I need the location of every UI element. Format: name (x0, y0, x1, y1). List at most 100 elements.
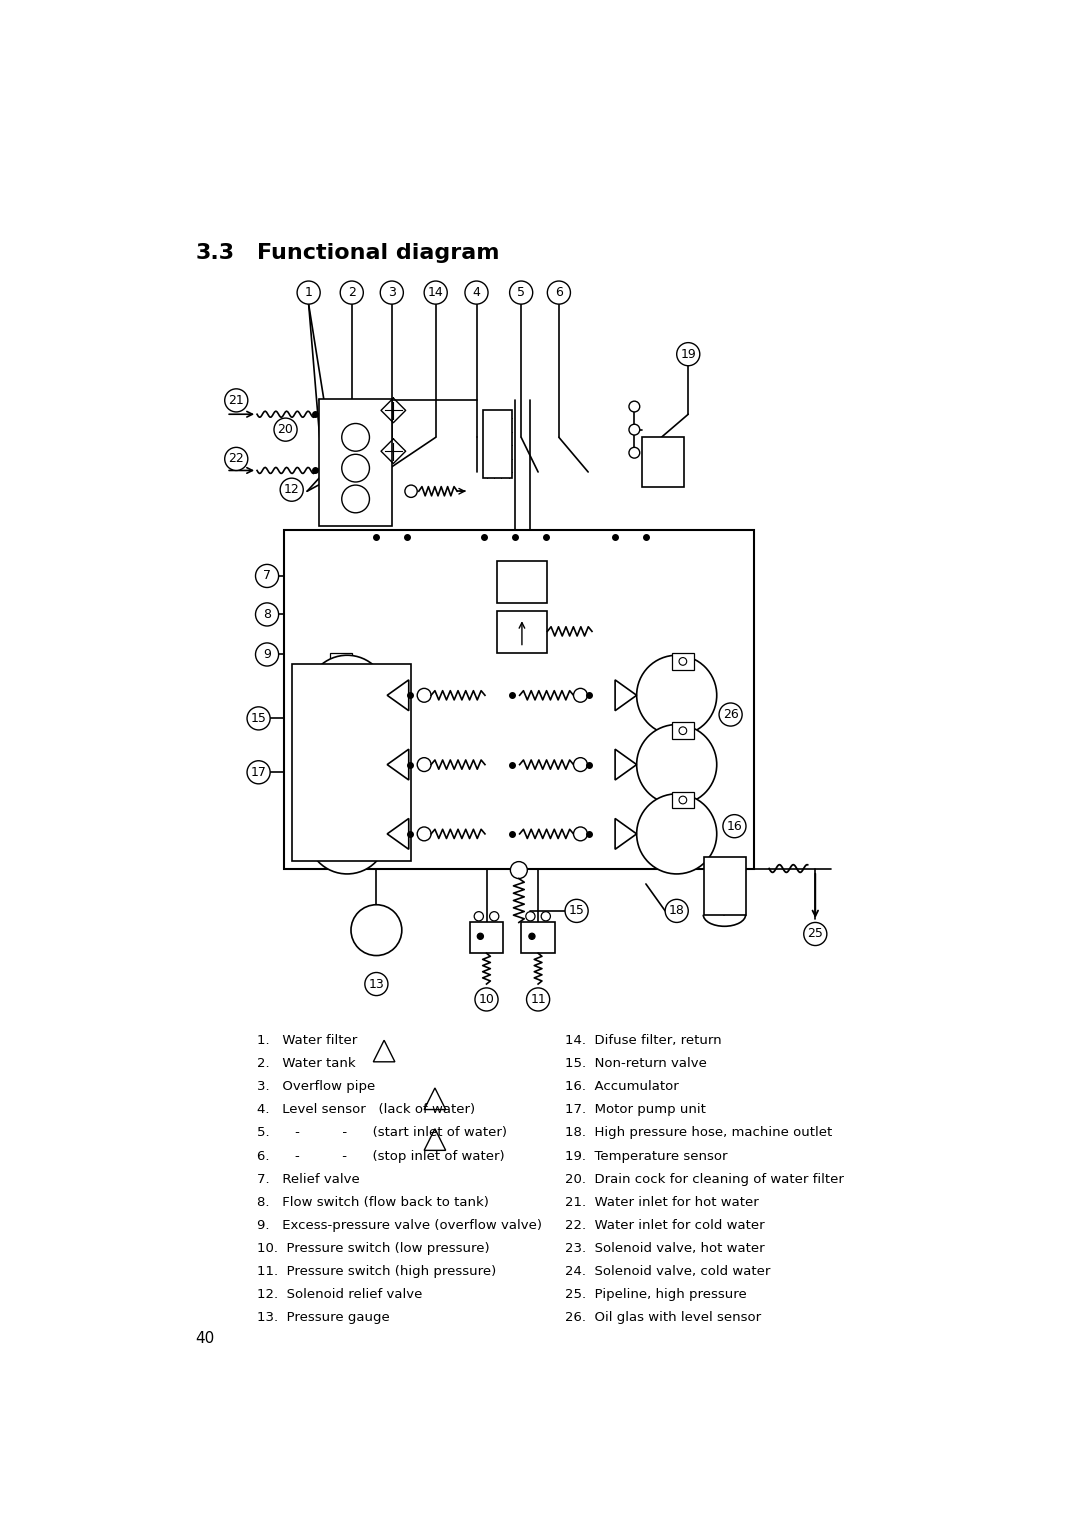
Text: 23.  Solenoid valve, hot water: 23. Solenoid valve, hot water (565, 1241, 765, 1255)
Circle shape (307, 655, 388, 736)
Circle shape (417, 689, 431, 702)
Circle shape (679, 796, 687, 803)
Bar (319, 399, 392, 525)
Bar (672, 654, 693, 670)
Text: 15: 15 (251, 712, 267, 725)
Circle shape (511, 861, 527, 878)
Text: 15.  Non-return valve: 15. Non-return valve (565, 1057, 707, 1070)
Circle shape (665, 899, 688, 922)
Circle shape (297, 281, 320, 304)
Bar (497, 560, 548, 603)
Circle shape (723, 814, 746, 838)
Bar (330, 791, 352, 808)
Circle shape (541, 912, 551, 921)
Text: 2.   Water tank: 2. Water tank (257, 1057, 355, 1070)
Circle shape (365, 973, 388, 996)
Circle shape (417, 828, 431, 841)
Circle shape (573, 757, 588, 771)
Text: 17.  Motor pump unit: 17. Motor pump unit (565, 1104, 706, 1116)
Bar (642, 437, 685, 487)
Circle shape (337, 658, 345, 666)
Text: 22: 22 (228, 452, 244, 466)
Text: 13.  Pressure gauge: 13. Pressure gauge (257, 1312, 390, 1324)
Text: 40: 40 (195, 1330, 215, 1345)
Text: 3.   Overflow pipe: 3. Overflow pipe (257, 1080, 376, 1093)
Text: 10: 10 (478, 993, 495, 1006)
Text: 17: 17 (251, 765, 267, 779)
Circle shape (274, 418, 297, 441)
Bar (284, 530, 754, 869)
Circle shape (474, 912, 484, 921)
Bar (704, 857, 746, 915)
Text: 14: 14 (428, 286, 444, 299)
Circle shape (565, 899, 589, 922)
Text: 8: 8 (264, 608, 271, 621)
Text: 3.3: 3.3 (195, 243, 234, 263)
Text: 2: 2 (348, 286, 355, 299)
Circle shape (475, 988, 498, 1011)
Circle shape (477, 933, 484, 939)
Text: 7: 7 (264, 570, 271, 582)
Text: 9: 9 (264, 647, 271, 661)
Circle shape (637, 655, 717, 736)
Circle shape (341, 486, 369, 513)
Circle shape (629, 447, 639, 458)
Circle shape (629, 402, 639, 412)
Circle shape (341, 454, 369, 483)
Text: 1: 1 (305, 286, 312, 299)
Circle shape (256, 565, 279, 588)
Circle shape (225, 447, 247, 470)
Text: 6: 6 (555, 286, 563, 299)
Circle shape (527, 988, 550, 1011)
Bar (522, 922, 555, 953)
Bar (330, 722, 352, 739)
Circle shape (225, 389, 247, 412)
Text: 11.  Pressure switch (high pressure): 11. Pressure switch (high pressure) (257, 1264, 497, 1278)
Circle shape (804, 922, 827, 945)
Bar (497, 611, 548, 654)
Circle shape (341, 423, 369, 450)
Text: 24.  Solenoid valve, cold water: 24. Solenoid valve, cold water (565, 1264, 770, 1278)
Text: 18.  High pressure hose, machine outlet: 18. High pressure hose, machine outlet (565, 1127, 833, 1139)
Circle shape (465, 281, 488, 304)
Circle shape (526, 912, 535, 921)
Circle shape (548, 281, 570, 304)
Circle shape (510, 281, 532, 304)
Text: 13: 13 (368, 977, 384, 991)
Text: 22.  Water inlet for cold water: 22. Water inlet for cold water (565, 1219, 765, 1232)
Text: 5.      -          -      (start inlet of water): 5. - - (start inlet of water) (257, 1127, 507, 1139)
Circle shape (637, 794, 717, 873)
Text: 11: 11 (530, 993, 546, 1006)
Text: 1.   Water filter: 1. Water filter (257, 1034, 357, 1048)
Text: 21: 21 (228, 394, 244, 406)
Bar (292, 664, 411, 861)
Circle shape (529, 933, 535, 939)
Text: 20.  Drain cock for cleaning of water filter: 20. Drain cock for cleaning of water fil… (565, 1173, 843, 1185)
Text: 14.  Difuse filter, return: 14. Difuse filter, return (565, 1034, 721, 1048)
Circle shape (573, 689, 588, 702)
Circle shape (380, 281, 403, 304)
Text: 3: 3 (388, 286, 395, 299)
Bar (672, 722, 693, 739)
Text: 26: 26 (723, 709, 739, 721)
Circle shape (256, 603, 279, 626)
Bar (483, 411, 512, 478)
Text: Functional diagram: Functional diagram (257, 243, 500, 263)
Circle shape (417, 757, 431, 771)
Text: 6.      -          -      (stop inlet of water): 6. - - (stop inlet of water) (257, 1150, 504, 1162)
Circle shape (307, 794, 388, 873)
Circle shape (340, 281, 363, 304)
Text: 18: 18 (669, 904, 685, 918)
Circle shape (280, 478, 303, 501)
Circle shape (719, 702, 742, 727)
Text: 9.   Excess-pressure valve (overflow valve): 9. Excess-pressure valve (overflow valve… (257, 1219, 542, 1232)
Text: 8.   Flow switch (flow back to tank): 8. Flow switch (flow back to tank) (257, 1196, 489, 1209)
Text: 26.  Oil glas with level sensor: 26. Oil glas with level sensor (565, 1312, 761, 1324)
Text: 21.  Water inlet for hot water: 21. Water inlet for hot water (565, 1196, 759, 1209)
Bar (672, 791, 693, 808)
Text: 4.   Level sensor   (lack of water): 4. Level sensor (lack of water) (257, 1104, 475, 1116)
Circle shape (247, 707, 270, 730)
Circle shape (337, 796, 345, 803)
Text: 19: 19 (680, 348, 697, 360)
Text: 25.  Pipeline, high pressure: 25. Pipeline, high pressure (565, 1289, 746, 1301)
